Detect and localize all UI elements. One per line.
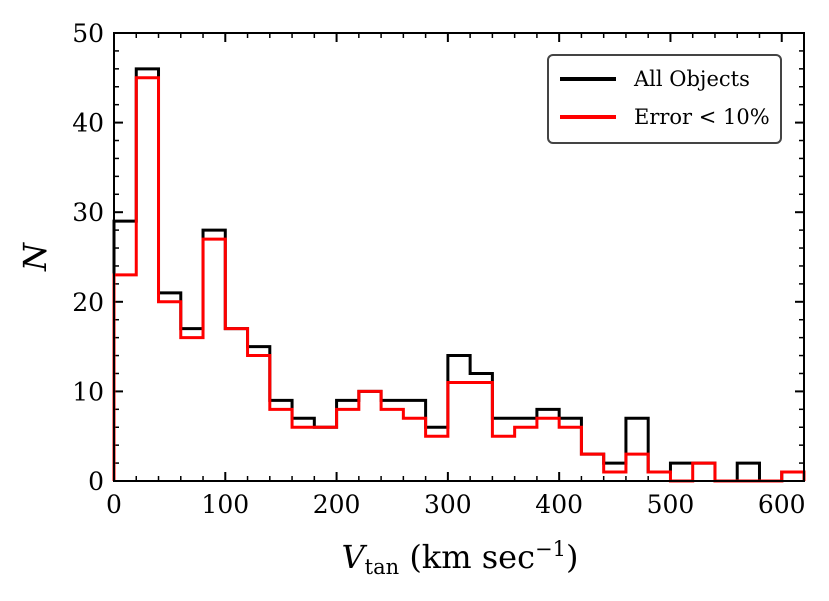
y-tick-label: 40: [72, 109, 104, 138]
x-axis-label-main: V: [342, 538, 368, 576]
x-axis-label-exponent: −1: [535, 537, 566, 561]
x-tick-labels: 0 100 200 300 400 500 600: [106, 490, 806, 519]
x-axis-label-units-end: ): [566, 538, 578, 576]
y-tick-labels: 0 10 20 30 40 50: [72, 19, 104, 496]
legend-label-all-objects: All Objects: [633, 67, 750, 91]
y-tick-label: 30: [72, 198, 104, 227]
y-axis-label: N: [16, 242, 54, 272]
plot-frame: [113, 32, 805, 482]
x-tick-label: 400: [535, 490, 583, 519]
x-axis-label: Vtan (km sec−1): [342, 537, 579, 579]
y-tick-label: 50: [72, 19, 104, 48]
legend-label-error-10: Error < 10%: [634, 105, 770, 129]
x-axis-label-units: (km sec: [399, 538, 535, 576]
legend: All Objects Error < 10%: [547, 54, 782, 144]
x-tick-label: 200: [313, 490, 361, 519]
x-tick-label: 100: [201, 490, 249, 519]
x-tick-label: 300: [424, 490, 472, 519]
y-tick-label: 0: [88, 467, 104, 496]
x-tick-label: 500: [647, 490, 695, 519]
x-axis-label-subscript: tan: [365, 555, 399, 579]
x-tick-label: 600: [758, 490, 806, 519]
y-tick-label: 10: [72, 377, 104, 406]
x-tick-label: 0: [106, 490, 122, 519]
y-tick-label: 20: [72, 288, 104, 317]
